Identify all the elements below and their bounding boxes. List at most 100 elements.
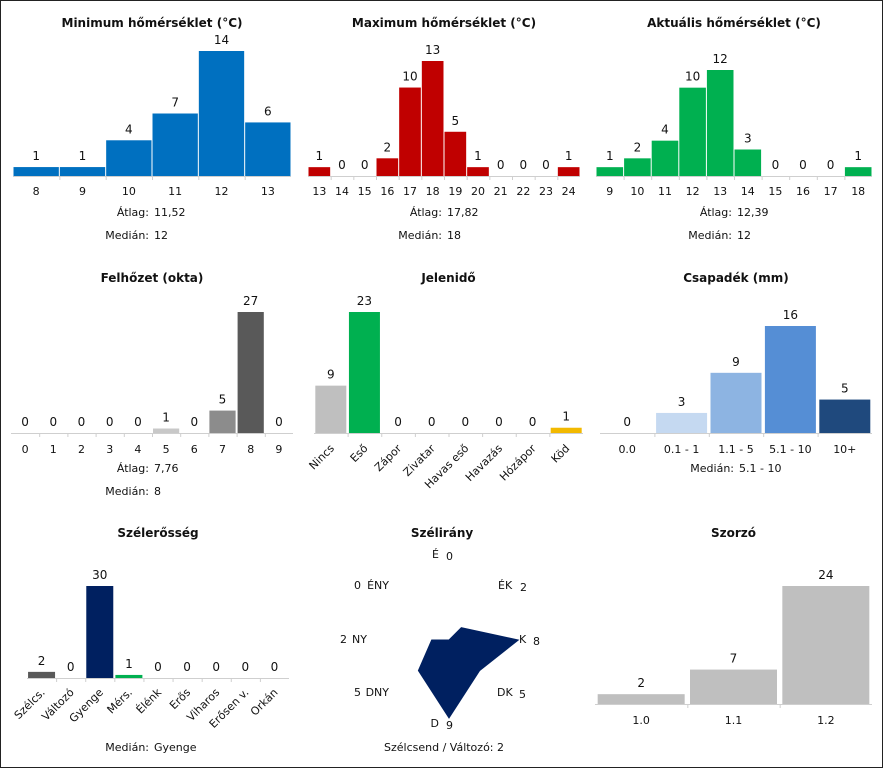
min-category-label: 12 <box>215 185 229 198</box>
max-bar <box>557 167 580 176</box>
max-category-label: 17 <box>403 185 417 198</box>
precip-category-label: 5.1 - 10 <box>769 443 811 456</box>
min-stat-value: 12 <box>154 229 168 242</box>
act-bar <box>651 140 679 176</box>
wind-direction-area <box>417 627 520 719</box>
cloud-category-label: 1 <box>50 443 57 456</box>
act-bar <box>844 167 872 176</box>
precip-value-label: 3 <box>678 395 686 409</box>
wind-value-label: 1 <box>125 657 133 671</box>
dir-title: Szélirány <box>411 526 474 540</box>
min-title: Minimum hőmérséklet (°C) <box>62 16 243 30</box>
wx-value-label: 0 <box>394 415 402 429</box>
max-bar <box>399 87 421 176</box>
min-value-label: 6 <box>264 104 272 118</box>
wx-value-label: 0 <box>428 415 436 429</box>
dir-axis-label: ÉK <box>498 579 513 592</box>
min-bar <box>59 167 106 176</box>
dir-axis-label: É <box>432 548 439 561</box>
max-category-label: 23 <box>539 185 553 198</box>
mult-category-label: 1.1 <box>725 714 743 727</box>
cloud-stat-value: 8 <box>154 485 161 498</box>
wind-bar <box>115 674 143 678</box>
max-value-label: 10 <box>402 70 417 84</box>
max-stat-value: 17,82 <box>447 206 479 219</box>
min-value-label: 1 <box>32 149 40 163</box>
mult-bar <box>597 694 685 704</box>
act-bar <box>734 149 762 176</box>
min-value-label: 1 <box>79 149 87 163</box>
wind-value-label: 0 <box>242 660 250 674</box>
max-title: Maximum hőmérséklet (°C) <box>352 16 536 30</box>
max-value-label: 13 <box>425 43 440 57</box>
min-stat-label: Medián: <box>105 229 149 242</box>
act-category-label: 18 <box>851 185 865 198</box>
act-category-label: 13 <box>713 185 727 198</box>
wind-category-label: Élénk <box>134 685 165 716</box>
max-category-label: 18 <box>426 185 440 198</box>
act-category-label: 15 <box>768 185 782 198</box>
precip-bar <box>710 372 762 433</box>
min-bar <box>245 122 291 176</box>
mult-value-label: 24 <box>818 568 833 582</box>
min-stat-value: 11,52 <box>154 206 186 219</box>
cloud-value-label: 27 <box>243 294 258 308</box>
cloud-value-label: 0 <box>106 415 114 429</box>
act-bar <box>706 70 734 176</box>
wind-title: Szélerősség <box>117 526 198 540</box>
act-stat-label: Átlag: <box>700 206 732 219</box>
min-bar <box>198 51 245 176</box>
cloud-category-label: 0 <box>22 443 29 456</box>
min-value-label: 4 <box>125 122 133 136</box>
dir-axis-label: ÉNY <box>367 579 389 592</box>
cloud-value-label: 0 <box>275 415 283 429</box>
act-stat-value: 12 <box>737 229 751 242</box>
mult-category-label: 1.0 <box>632 714 650 727</box>
cloud-category-label: 5 <box>163 443 170 456</box>
act-bar <box>596 167 624 176</box>
wx-value-label: 0 <box>529 415 537 429</box>
cloud-bar <box>153 428 180 433</box>
wx-category-label: Nincs <box>306 442 337 473</box>
act-stat-value: 12,39 <box>737 206 769 219</box>
act-value-label: 4 <box>661 123 669 137</box>
wx-value-label: 23 <box>357 294 372 308</box>
max-stat-label: Átlag: <box>410 206 442 219</box>
dir-axis-value: 8 <box>533 635 540 648</box>
wind-value-label: 0 <box>67 660 75 674</box>
max-value-label: 0 <box>542 158 550 172</box>
max-category-label: 24 <box>562 185 576 198</box>
wx-category-label: Hózápor <box>497 442 539 484</box>
cloud-stat-label: Medián: <box>105 485 149 498</box>
cloud-value-label: 0 <box>190 415 198 429</box>
cloud-category-label: 8 <box>247 443 254 456</box>
wind-value-label: 0 <box>212 660 220 674</box>
min-bar <box>152 113 198 176</box>
max-stat-label: Medián: <box>398 229 442 242</box>
cloud-value-label: 1 <box>162 411 170 425</box>
wx-value-label: 9 <box>327 368 335 382</box>
dir-axis-label: D <box>431 717 439 730</box>
max-stat-value: 18 <box>447 229 461 242</box>
min-category-label: 10 <box>122 185 136 198</box>
precip-value-label: 16 <box>783 308 798 322</box>
max-category-label: 14 <box>335 185 349 198</box>
wx-title: Jelenidő <box>420 271 475 285</box>
act-bar <box>624 158 651 176</box>
wx-bar <box>315 385 347 433</box>
precip-value-label: 9 <box>732 355 740 369</box>
act-chart: Aktuális hőmérséklet (°C)192104111012121… <box>596 16 872 242</box>
precip-category-label: 10+ <box>833 443 856 456</box>
max-bar <box>467 167 489 176</box>
max-value-label: 1 <box>474 149 482 163</box>
max-chart: Maximum hőmérséklet (°C)1130140152161017… <box>308 16 580 242</box>
cloud-value-label: 0 <box>21 415 29 429</box>
wind-stat-value: Gyenge <box>154 741 197 754</box>
max-category-label: 15 <box>358 185 372 198</box>
cloud-category-label: 7 <box>219 443 226 456</box>
max-category-label: 13 <box>312 185 326 198</box>
wind-value-label: 2 <box>38 654 46 668</box>
max-value-label: 0 <box>338 158 346 172</box>
max-category-label: 21 <box>494 185 508 198</box>
